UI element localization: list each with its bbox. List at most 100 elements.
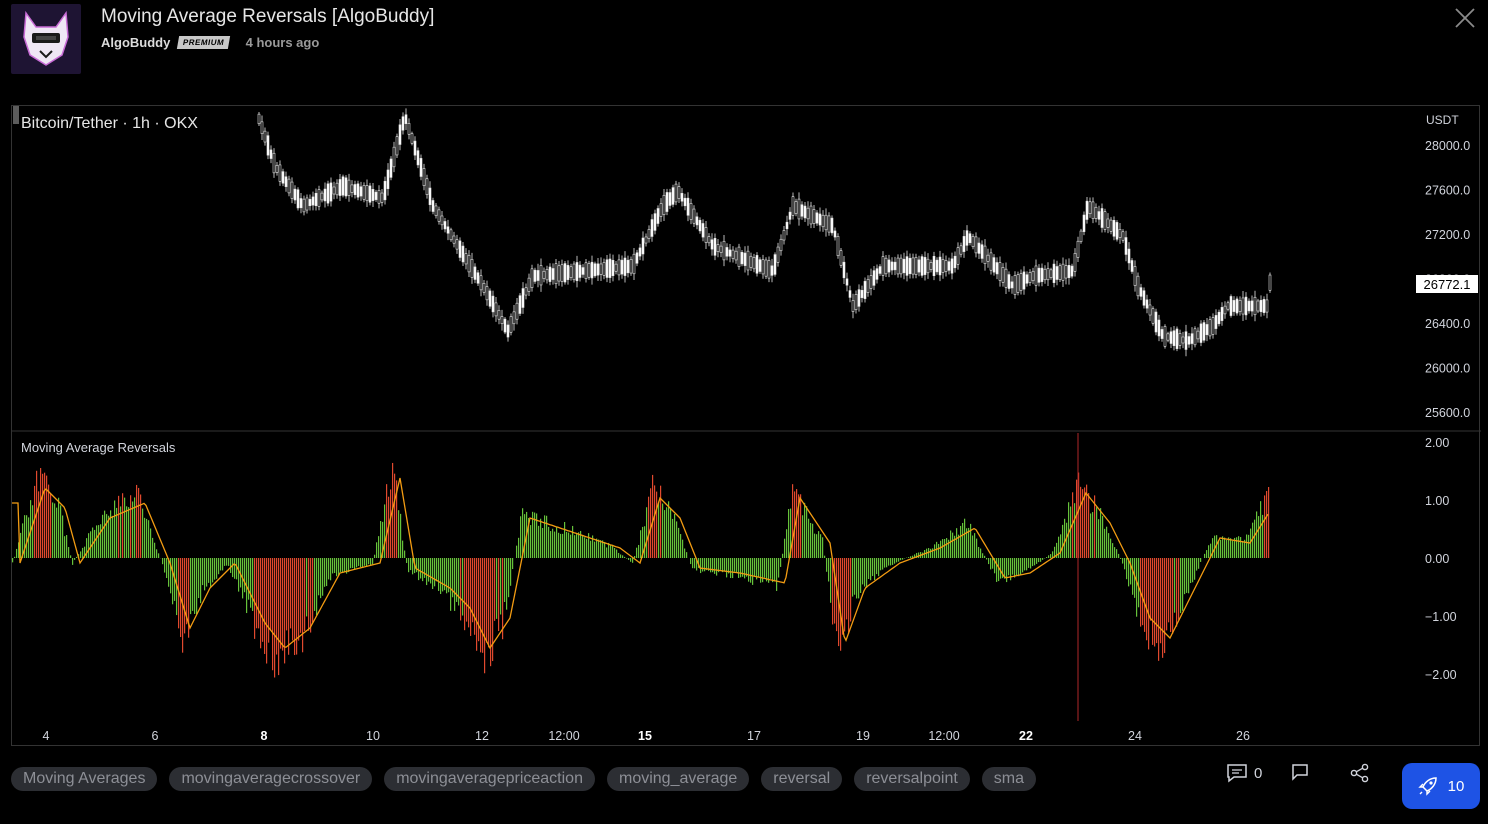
tag-chip[interactable]: moving_average bbox=[606, 767, 750, 791]
candle bbox=[1136, 275, 1140, 297]
candle bbox=[1184, 331, 1188, 350]
candle bbox=[371, 189, 375, 201]
histogram-bar bbox=[192, 558, 194, 611]
candle bbox=[752, 257, 756, 270]
candle bbox=[1178, 333, 1182, 346]
histogram-bar bbox=[1142, 558, 1144, 626]
histogram-bar bbox=[1070, 506, 1072, 558]
tag-chip[interactable]: movingaveragecrossover bbox=[169, 767, 373, 791]
histogram-bar bbox=[704, 558, 706, 572]
indicator-tick: 1.00 bbox=[1425, 494, 1449, 508]
candle bbox=[887, 259, 891, 273]
histogram-bar bbox=[752, 558, 754, 585]
candle bbox=[1031, 270, 1035, 282]
histogram-bar bbox=[1264, 495, 1266, 558]
price-and-indicator-chart[interactable]: Bitcoin/Tether · 1h · OKX USDT 28000.0 27… bbox=[12, 106, 1481, 747]
histogram-bar bbox=[426, 558, 428, 586]
candle bbox=[335, 182, 339, 196]
boost-button[interactable]: 10 bbox=[1402, 763, 1480, 809]
close-icon[interactable] bbox=[1452, 5, 1478, 31]
candle bbox=[1199, 323, 1203, 343]
candle bbox=[1061, 263, 1065, 281]
histogram-bar bbox=[136, 484, 138, 558]
histogram-bar bbox=[80, 551, 82, 558]
histogram-bar bbox=[298, 558, 300, 641]
histogram-bar bbox=[24, 515, 26, 558]
histogram-bar bbox=[634, 555, 636, 558]
histogram-bar bbox=[358, 558, 360, 566]
histogram-bar bbox=[856, 558, 858, 599]
histogram-bar bbox=[1006, 558, 1008, 583]
histogram-bar bbox=[284, 558, 286, 664]
author-avatar[interactable] bbox=[11, 4, 81, 74]
histogram-bar bbox=[476, 558, 478, 651]
histogram-bar bbox=[756, 558, 758, 580]
date-tick: 26 bbox=[1236, 729, 1250, 743]
candle bbox=[344, 177, 348, 197]
tag-chip[interactable]: Moving Averages bbox=[11, 767, 158, 791]
last-price-box bbox=[1416, 275, 1478, 293]
candle bbox=[1034, 265, 1038, 286]
histogram-bar bbox=[276, 558, 278, 655]
histogram-bar bbox=[440, 558, 442, 595]
candle bbox=[1256, 300, 1260, 312]
histogram-bar bbox=[826, 558, 828, 572]
candle bbox=[293, 188, 297, 201]
histogram-bar bbox=[980, 548, 982, 558]
share-button[interactable] bbox=[1350, 763, 1370, 783]
histogram-bar bbox=[556, 526, 558, 558]
histogram-bar bbox=[486, 558, 488, 643]
histogram-bar bbox=[528, 517, 530, 558]
indicator-axis: 2.00 1.00 0.00 −1.00 −2.00 bbox=[1425, 436, 1457, 682]
histogram-bar bbox=[468, 558, 470, 628]
histogram-bar bbox=[20, 532, 22, 558]
candle bbox=[515, 302, 519, 320]
histogram-bar bbox=[1252, 522, 1254, 558]
histogram-bar bbox=[1062, 524, 1064, 558]
histogram-bar bbox=[94, 529, 96, 558]
candle bbox=[539, 265, 543, 286]
candle bbox=[1097, 211, 1101, 220]
histogram-bar bbox=[918, 552, 920, 558]
tag-chip[interactable]: reversalpoint bbox=[854, 767, 970, 791]
histogram-bar bbox=[1038, 558, 1040, 563]
histogram-bar bbox=[464, 558, 466, 631]
histogram-bar bbox=[1258, 516, 1260, 558]
histogram-bar bbox=[74, 558, 76, 560]
candle bbox=[332, 186, 336, 195]
candle bbox=[866, 279, 870, 293]
histogram-bar bbox=[434, 558, 436, 587]
histogram-bar bbox=[810, 522, 812, 558]
histogram-bar bbox=[802, 515, 804, 558]
chart-frame[interactable]: Bitcoin/Tether · 1h · OKX USDT 28000.0 27… bbox=[11, 105, 1481, 747]
candle bbox=[497, 310, 501, 320]
histogram-bar bbox=[728, 558, 730, 574]
report-button[interactable] bbox=[1290, 763, 1310, 783]
candle bbox=[842, 261, 846, 279]
candle bbox=[1010, 281, 1014, 289]
tag-chip[interactable]: reversal bbox=[761, 767, 843, 791]
candle bbox=[704, 227, 708, 243]
candle bbox=[599, 263, 603, 275]
candle bbox=[584, 262, 588, 279]
histogram-bar bbox=[746, 558, 748, 577]
candle bbox=[1157, 319, 1161, 337]
candle bbox=[581, 267, 585, 275]
histogram-bar bbox=[620, 554, 622, 558]
candle bbox=[614, 263, 618, 272]
candle bbox=[677, 186, 681, 199]
price-tick: 25600.0 bbox=[1425, 406, 1470, 420]
histogram-bar bbox=[854, 558, 856, 595]
histogram-bar bbox=[470, 558, 472, 636]
candle bbox=[347, 179, 351, 196]
histogram-bar bbox=[118, 495, 120, 558]
candle bbox=[1049, 269, 1053, 278]
candle bbox=[716, 244, 720, 252]
tag-chip[interactable]: sma bbox=[981, 767, 1037, 791]
histogram-bar bbox=[166, 558, 168, 579]
author-name[interactable]: AlgoBuddy bbox=[101, 35, 171, 50]
histogram-bar bbox=[588, 533, 590, 558]
tag-chip[interactable]: movingaveragepriceaction bbox=[384, 767, 595, 791]
histogram-bar bbox=[18, 542, 20, 558]
comments-button[interactable]: 0 bbox=[1226, 763, 1262, 783]
